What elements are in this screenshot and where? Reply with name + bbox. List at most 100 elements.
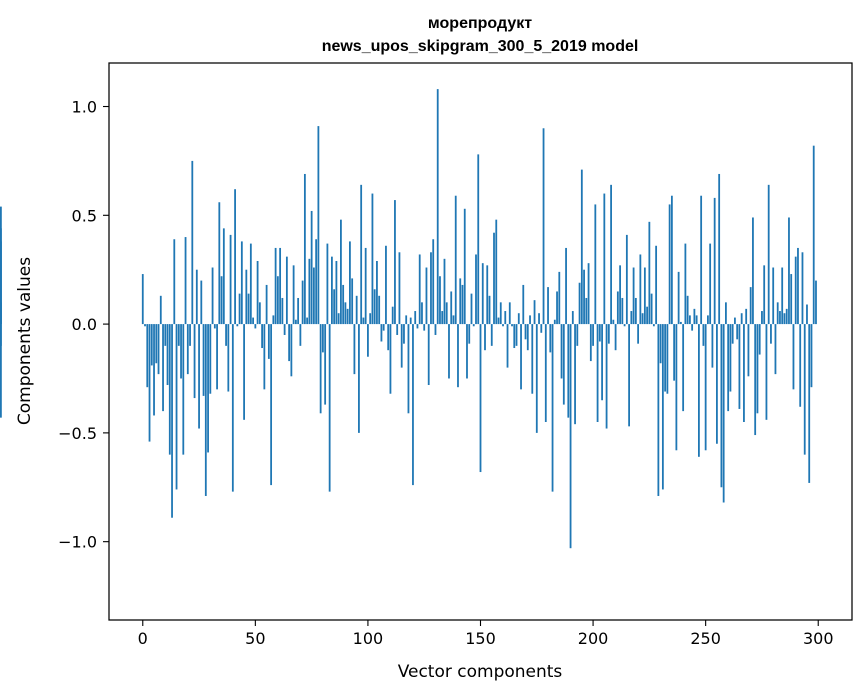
- bar: [398, 252, 401, 325]
- bar: [770, 324, 772, 344]
- bar: [551, 324, 554, 492]
- bar: [148, 324, 151, 442]
- bar: [159, 295, 162, 325]
- bar: [175, 324, 178, 490]
- bar: [207, 324, 209, 453]
- bar: [234, 189, 236, 325]
- bar: [461, 284, 464, 325]
- y-tick-label: 0.0: [72, 315, 97, 334]
- bar: [745, 308, 748, 325]
- bar: [263, 324, 266, 390]
- bar: [691, 324, 694, 331]
- bar: [146, 324, 149, 388]
- x-tick-label: 0: [138, 629, 148, 648]
- bar: [468, 324, 471, 344]
- bar: [157, 324, 160, 375]
- bar: [513, 324, 516, 349]
- bar: [349, 241, 351, 325]
- bar: [520, 324, 522, 390]
- bar: [794, 256, 797, 325]
- bar: [351, 278, 354, 325]
- bar: [806, 304, 808, 325]
- bar: [502, 324, 504, 327]
- bar: [423, 324, 426, 331]
- bar: [256, 261, 259, 325]
- bar: [254, 324, 257, 329]
- bar: [337, 313, 340, 325]
- bar: [202, 324, 205, 396]
- bar: [459, 278, 462, 325]
- bar: [560, 324, 563, 379]
- bar: [623, 324, 626, 327]
- bar: [222, 228, 225, 325]
- bar: [535, 324, 538, 433]
- bar: [403, 324, 405, 344]
- bar: [303, 173, 306, 325]
- bar: [641, 313, 644, 325]
- bar: [517, 313, 520, 325]
- bar: [331, 256, 333, 325]
- bar: [369, 313, 372, 325]
- bar: [790, 274, 793, 325]
- bar: [445, 302, 448, 325]
- bar: [776, 302, 779, 325]
- x-tick-label: 150: [465, 629, 496, 648]
- bar: [763, 265, 766, 325]
- bar: [315, 239, 318, 325]
- bar: [702, 324, 705, 346]
- bar: [601, 324, 603, 401]
- bar: [247, 293, 250, 325]
- bar: [434, 324, 437, 335]
- bar: [580, 169, 583, 325]
- bar: [650, 293, 653, 325]
- bar: [515, 324, 518, 346]
- bar: [522, 284, 525, 325]
- bar: [803, 324, 806, 455]
- bar: [677, 271, 680, 325]
- bar: [389, 324, 392, 394]
- bar: [477, 154, 480, 325]
- bar: [164, 324, 167, 346]
- bar: [353, 324, 356, 375]
- bar: [779, 311, 781, 325]
- bar: [346, 308, 349, 325]
- bar: [565, 247, 567, 325]
- bar: [682, 324, 685, 412]
- bar: [220, 276, 223, 325]
- bar: [700, 195, 703, 325]
- bar: [231, 324, 234, 492]
- bar: [177, 324, 180, 346]
- bar: [533, 300, 536, 325]
- bar: [281, 297, 284, 325]
- bar: [211, 267, 214, 325]
- bar: [198, 324, 200, 429]
- bar: [526, 324, 529, 351]
- bar: [427, 324, 430, 386]
- bar: [596, 324, 599, 422]
- bar: [297, 297, 300, 325]
- bar: [166, 324, 169, 386]
- bar: [362, 317, 365, 325]
- bar: [319, 324, 322, 414]
- bar: [229, 234, 232, 325]
- bar: [168, 324, 171, 455]
- bar: [630, 311, 633, 325]
- bar: [605, 324, 608, 429]
- bar: [713, 197, 716, 325]
- bar: [306, 317, 309, 325]
- bar: [457, 324, 459, 388]
- bar: [673, 324, 676, 381]
- bar: [432, 239, 435, 325]
- bar: [141, 274, 144, 325]
- bar: [488, 295, 491, 325]
- bar: [722, 324, 725, 503]
- bar: [252, 317, 254, 325]
- bar: [243, 324, 245, 420]
- bar: [655, 245, 658, 325]
- bar: [360, 184, 363, 325]
- bar: [407, 324, 410, 414]
- bar: [704, 324, 707, 451]
- bar: [578, 282, 581, 325]
- bar: [200, 280, 203, 325]
- bar: [758, 324, 761, 355]
